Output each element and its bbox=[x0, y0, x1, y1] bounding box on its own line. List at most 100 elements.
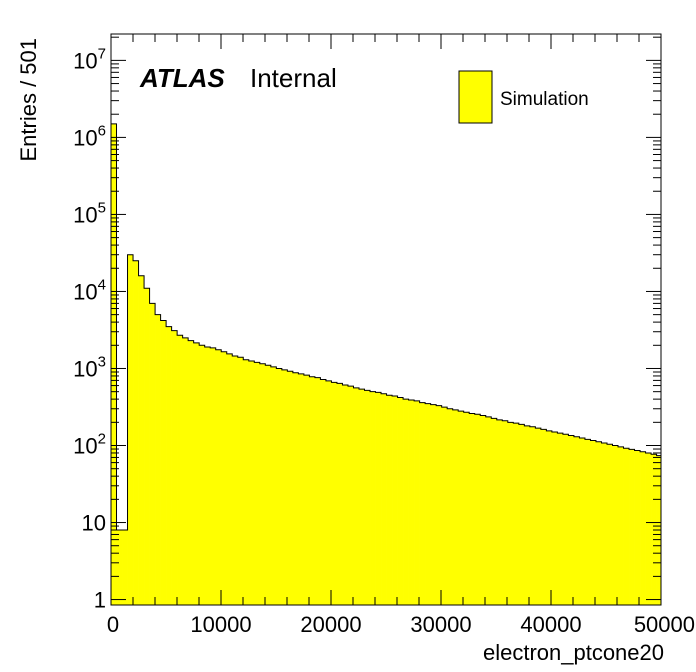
y-tick-label: 10 bbox=[82, 511, 106, 536]
histogram-bin bbox=[535, 428, 542, 605]
histogram-bin bbox=[309, 376, 316, 605]
histogram-bin bbox=[336, 383, 343, 605]
histogram-bin bbox=[254, 362, 261, 605]
histogram-bin bbox=[557, 433, 564, 605]
x-axis-title: electron_ptcone20 bbox=[483, 640, 664, 665]
histogram-bin bbox=[386, 395, 393, 605]
y-tick-label: 107 bbox=[73, 45, 106, 73]
histogram-bin bbox=[562, 434, 569, 605]
histogram-bin bbox=[590, 440, 597, 605]
histogram-bin bbox=[408, 399, 415, 605]
legend: Simulation bbox=[458, 70, 589, 124]
histogram-bin bbox=[320, 379, 327, 605]
histogram-bin bbox=[419, 402, 426, 605]
histogram-bin bbox=[375, 392, 382, 605]
histogram-bin bbox=[331, 382, 338, 605]
histogram-bin bbox=[618, 446, 624, 605]
histogram-bin bbox=[414, 400, 420, 605]
x-tick-label: 30000 bbox=[410, 612, 471, 637]
histogram-bin bbox=[518, 424, 525, 605]
histogram-bin bbox=[480, 415, 487, 605]
y-tick-labels: 1 10 102 103 104 105 106 107 bbox=[73, 45, 106, 612]
histogram-bin bbox=[452, 409, 459, 605]
histogram-bins bbox=[111, 123, 661, 605]
histogram-bin bbox=[292, 372, 299, 605]
histogram-bin bbox=[347, 386, 354, 605]
histogram-bin bbox=[629, 449, 635, 605]
histogram-bin bbox=[226, 353, 233, 605]
histogram-bin bbox=[237, 357, 244, 605]
histogram-bin bbox=[436, 405, 443, 605]
histogram-bin bbox=[634, 450, 641, 605]
x-tick-label: 10000 bbox=[190, 612, 251, 637]
histogram-bin bbox=[485, 416, 492, 605]
histogram-bin bbox=[199, 345, 206, 605]
histogram-bin bbox=[182, 337, 189, 605]
histogram-bin bbox=[496, 419, 503, 605]
histogram-bin bbox=[463, 412, 470, 605]
histogram-bin bbox=[276, 368, 283, 605]
histogram-bin bbox=[265, 365, 272, 605]
histogram-bin bbox=[381, 393, 387, 605]
histogram-bin bbox=[281, 369, 288, 605]
histogram-bin bbox=[155, 314, 161, 605]
histogram-bin bbox=[342, 385, 349, 605]
histogram-bin bbox=[546, 430, 553, 605]
histogram-bin bbox=[133, 260, 139, 605]
histogram-bin bbox=[144, 288, 150, 605]
histogram-bin bbox=[243, 359, 250, 605]
histogram-bin bbox=[166, 326, 172, 605]
histogram-bin bbox=[469, 413, 476, 605]
histogram-bin bbox=[524, 425, 531, 605]
histogram-bin bbox=[353, 387, 360, 605]
histogram-bin bbox=[640, 451, 646, 605]
histogram-bin bbox=[287, 371, 294, 605]
histogram-bin bbox=[447, 408, 454, 605]
histogram-bin bbox=[458, 411, 465, 605]
histogram-bin bbox=[303, 375, 310, 605]
atlas-label: ATLAS bbox=[139, 63, 225, 93]
histogram-bin bbox=[441, 407, 448, 605]
histogram-bin bbox=[430, 404, 437, 605]
histogram-bin bbox=[210, 347, 217, 605]
histogram-bin bbox=[595, 441, 602, 605]
histogram-outline bbox=[111, 123, 661, 605]
y-tick-label: 104 bbox=[73, 276, 106, 304]
histogram-bin bbox=[474, 414, 481, 605]
histogram-bin bbox=[116, 530, 123, 605]
histogram-bin bbox=[529, 426, 536, 605]
histogram-bin bbox=[584, 439, 591, 605]
histogram-bin bbox=[573, 436, 580, 605]
histogram-bin bbox=[579, 438, 586, 605]
histogram-bin bbox=[160, 320, 167, 605]
histogram-bin bbox=[149, 303, 156, 605]
histogram-bin bbox=[513, 423, 520, 605]
histogram-bin bbox=[507, 422, 514, 605]
histogram-bin bbox=[623, 448, 630, 605]
histogram-bin bbox=[370, 391, 376, 605]
histogram-bin bbox=[122, 530, 128, 605]
histogram-bin bbox=[359, 389, 365, 605]
histogram-bin bbox=[540, 429, 547, 605]
histogram-bin bbox=[204, 347, 211, 605]
y-tick-label: 103 bbox=[73, 353, 106, 381]
legend-entry-simulation: Simulation bbox=[500, 89, 589, 110]
histogram-bin bbox=[397, 397, 404, 605]
histogram-bin bbox=[177, 335, 183, 605]
histogram-bin bbox=[491, 418, 498, 605]
x-tick-label: 40000 bbox=[520, 612, 581, 637]
plot-frame bbox=[110, 33, 662, 606]
histogram-bin bbox=[502, 420, 509, 605]
histogram-bin bbox=[612, 445, 619, 605]
histogram-bin bbox=[325, 380, 332, 605]
x-tick-label: 20000 bbox=[300, 612, 361, 637]
histogram-bin bbox=[221, 351, 228, 605]
histogram-bin bbox=[314, 377, 321, 605]
y-tick-label: 105 bbox=[73, 199, 106, 227]
histogram-bin bbox=[364, 390, 371, 605]
histogram-bin bbox=[111, 123, 117, 605]
histogram-bin bbox=[601, 442, 608, 605]
histogram-bin bbox=[403, 399, 409, 605]
histogram-bin bbox=[392, 395, 398, 605]
